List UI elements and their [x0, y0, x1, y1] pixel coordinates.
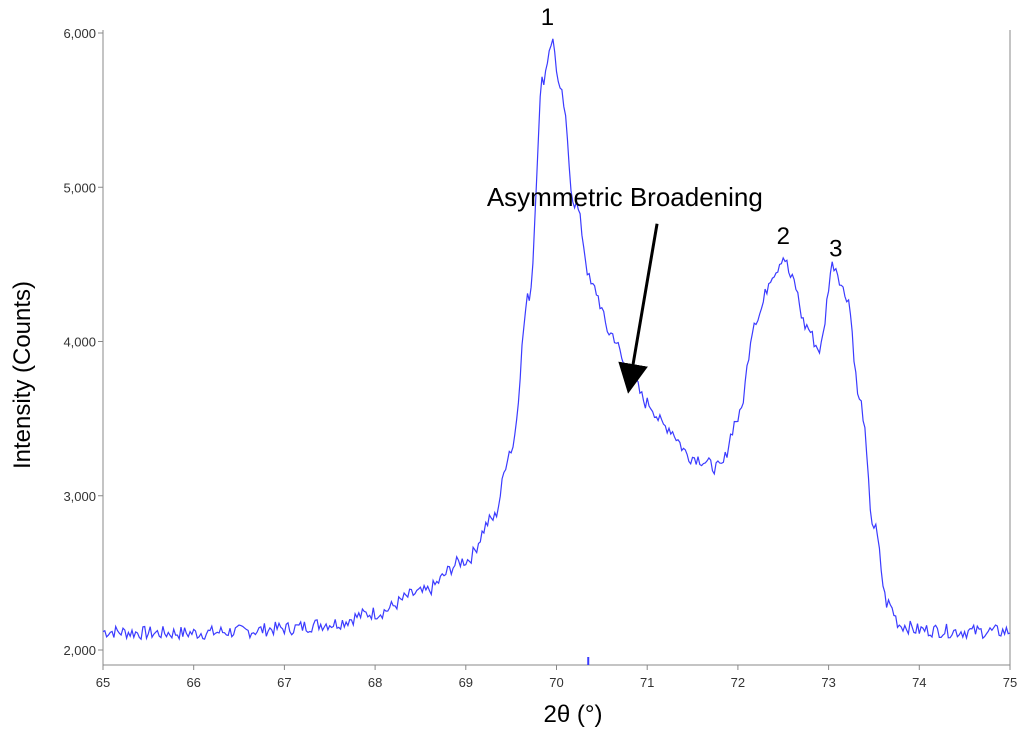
y-tick-label: 3,000 [63, 489, 96, 504]
x-tick-label: 69 [459, 675, 473, 690]
peak-label: 3 [829, 235, 842, 262]
y-axis-title: Intensity (Counts) [9, 281, 36, 469]
x-tick-label: 70 [549, 675, 563, 690]
ticks: 65 66 67 68 69 70 71 72 73 74 75 2,000 3,000 4,000 5,0… [63, 26, 1017, 690]
x-tick-label: 65 [96, 675, 110, 690]
x-tick-label: 73 [821, 675, 835, 690]
series-layer [102, 38, 1011, 641]
x-tick-label: 75 [1003, 675, 1017, 690]
x-tick-label: 66 [186, 675, 200, 690]
series-line [102, 38, 1011, 641]
annotation-arrow [618, 223, 659, 394]
x-tick-label: 68 [368, 675, 382, 690]
y-tick-label: 5,000 [63, 180, 96, 195]
peak-label: 2 [777, 223, 790, 250]
x-tick-label: 74 [912, 675, 926, 690]
x-axis-title: 2θ (°) [544, 701, 603, 728]
y-tick-label: 6,000 [63, 26, 96, 41]
y-tick-label: 4,000 [63, 335, 96, 350]
peak-label: 1 [541, 4, 554, 31]
annotation: Asymmetric Broadening [487, 182, 763, 394]
axes [102, 30, 1011, 666]
peak-labels: 1 2 3 [541, 4, 843, 262]
x-tick-label: 67 [277, 675, 291, 690]
y-tick-label: 2,000 [63, 643, 96, 658]
x-tick-label: 71 [640, 675, 654, 690]
annotation-text: Asymmetric Broadening [487, 182, 763, 212]
x-tick-label: 72 [731, 675, 745, 690]
